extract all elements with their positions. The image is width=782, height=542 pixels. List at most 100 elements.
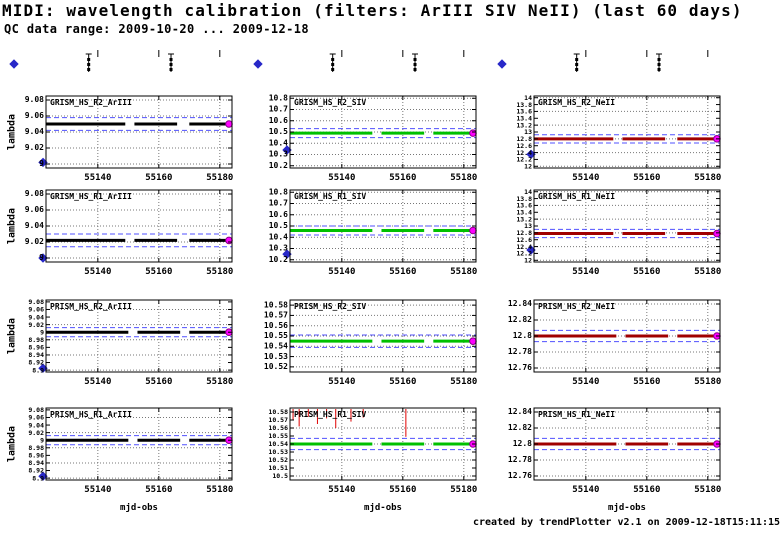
x-tick-label: 55180 — [694, 485, 721, 495]
epoch-point — [413, 68, 417, 71]
y-axis-label: lambda — [6, 317, 18, 355]
y-tick-label: 8.98 — [28, 444, 44, 452]
plot-title: GRISM_HS_R2_ArIII — [50, 98, 132, 107]
y-tick-label: 12.4 — [516, 149, 532, 157]
plot-title: PRISM_HS_R1_NeII — [538, 410, 615, 419]
y-tick-label: 13.6 — [516, 202, 532, 210]
y-tick-label: 13 — [524, 222, 532, 230]
chart-GRISM_HS_R2_NeII: 55140 55160 551801212.212.412.612.81313.21… — [516, 94, 721, 183]
chart-PRISM_HS_R2_ArIII: 55140 55160 551808.98.928.948.968.9899.029… — [28, 298, 233, 387]
y-tick-label: 10.54 — [264, 341, 288, 350]
y-tick-label: 9.06 — [25, 205, 44, 214]
y-tick-label: 9 — [39, 253, 44, 262]
y-tick-label: 13.6 — [516, 108, 532, 116]
y-tick-label: 13.8 — [516, 195, 532, 203]
epoch-strip-column — [253, 50, 465, 72]
x-axis-label: mjd-obs — [364, 503, 402, 513]
y-tick-label: 8.94 — [28, 459, 44, 467]
x-tick-label: 55160 — [145, 377, 172, 387]
plot-title: PRISM_HS_R2_NeII — [538, 302, 615, 311]
x-tick-label: 55140 — [84, 485, 111, 495]
x-axis-label: mjd-obs — [608, 503, 646, 513]
x-tick-label: 55160 — [389, 377, 416, 387]
x-tick-label: 55140 — [84, 377, 111, 387]
y-tick-label: 9.06 — [28, 414, 44, 422]
y-tick-label: 12 — [524, 256, 532, 264]
epoch-strip-column — [497, 50, 709, 72]
chart-PRISM_HS_R1_NeII: 55140 55160 55180 12.76 12.78 12.8 12.82 12.84 P… — [508, 407, 721, 495]
y-tick-label: 10.55 — [264, 331, 288, 340]
latest-point-marker — [225, 236, 233, 245]
y-tick-label: 10.8 — [269, 187, 288, 196]
y-tick-label: 12.8 — [513, 331, 532, 340]
epoch-point — [169, 68, 173, 71]
page-title: MIDI: wavelength calibration (filters: A… — [2, 1, 743, 20]
y-tick-label: 10.4 — [269, 232, 288, 241]
epoch-point — [657, 58, 661, 61]
y-tick-label: 9.04 — [25, 221, 44, 230]
y-tick-label: 12.84 — [508, 407, 532, 416]
chart-PRISM_HS_R2_NeII: 55140 55160 55180 12.76 12.78 12.8 12.82 12.84 P… — [508, 299, 721, 387]
qc-data-range: QC data range: 2009-10-20 ... 2009-12-18 — [4, 22, 309, 36]
y-tick-label: 13 — [524, 128, 532, 136]
epoch-point — [657, 68, 661, 71]
x-tick-label: 55180 — [694, 267, 721, 277]
plot-title: PRISM_HS_R1_ArIII — [50, 410, 132, 419]
y-tick-label: 9.04 — [28, 313, 44, 321]
y-tick-label: 10.56 — [268, 424, 288, 432]
y-tick-label: 9 — [40, 328, 44, 336]
latest-point-marker — [469, 129, 477, 137]
epoch-point — [169, 63, 173, 66]
plot-title: GRISM_HS_R1_ArIII — [50, 192, 132, 201]
y-tick-label: 10.57 — [264, 311, 288, 320]
y-tick-label: 8.98 — [28, 336, 44, 344]
x-tick-label: 55160 — [145, 267, 172, 277]
y-tick-label: 14 — [524, 188, 532, 196]
chart-GRISM_HS_R2_SIV: 55140 55160 55180 10.2 10.3 10.4 10.5 10.6 10.7 1… — [269, 93, 478, 183]
y-tick-label: 10.53 — [264, 352, 288, 361]
epoch-point — [657, 63, 661, 66]
y-tick-label: 10.4 — [269, 138, 288, 147]
chart-PRISM_HS_R1_SIV: 55140 55160 5518010.510.5110.5210.5310.541… — [268, 407, 477, 495]
y-tick-label: 12 — [524, 162, 532, 170]
chart-PRISM_HS_R1_ArIII: 55140 55160 551808.98.928.948.968.9899.029… — [28, 406, 233, 495]
y-tick-label: 14 — [524, 94, 532, 102]
x-tick-label: 55160 — [145, 173, 172, 183]
epoch-diamond-icon — [253, 59, 263, 69]
x-tick-label: 55180 — [694, 173, 721, 183]
y-tick-label: 9.02 — [25, 237, 44, 246]
latest-point-marker — [713, 229, 721, 238]
y-tick-label: 10.6 — [269, 116, 288, 125]
epoch-point — [87, 58, 91, 61]
y-tick-label: 8.92 — [28, 359, 44, 367]
y-tick-label: 9.04 — [25, 127, 44, 136]
y-tick-label: 8.94 — [28, 351, 44, 359]
y-axis-label: lambda — [6, 113, 18, 151]
x-tick-label: 55180 — [450, 485, 477, 495]
y-tick-label: 10.56 — [264, 321, 288, 330]
epoch-point — [575, 68, 579, 71]
y-tick-label: 8.9 — [32, 474, 44, 482]
plot-title: GRISM_HS_R1_SIV — [294, 192, 366, 201]
axis-box — [45, 407, 233, 481]
x-tick-label: 55140 — [84, 267, 111, 277]
y-tick-label: 12.76 — [508, 363, 532, 372]
plot-title: PRISM_HS_R2_SIV — [294, 302, 366, 311]
y-tick-label: 12.6 — [516, 236, 532, 244]
y-tick-label: 8.9 — [32, 366, 44, 374]
x-tick-label: 55180 — [206, 377, 233, 387]
x-tick-label: 55140 — [572, 267, 599, 277]
x-tick-label: 55160 — [633, 485, 660, 495]
y-tick-label: 10.53 — [268, 448, 288, 456]
x-tick-label: 55180 — [206, 173, 233, 183]
chart-GRISM_HS_R1_ArIII: 55140 55160 55180 9 9.02 9.04 9.06 9.08 GRISM_HS… — [25, 189, 234, 277]
x-tick-label: 55140 — [572, 485, 599, 495]
x-tick-label: 55160 — [389, 267, 416, 277]
y-tick-label: 10.2 — [269, 161, 288, 170]
plot-title: GRISM_HS_R2_NeII — [538, 98, 615, 107]
y-tick-label: 10.51 — [268, 464, 288, 472]
y-tick-label: 10.54 — [268, 440, 288, 448]
x-tick-label: 55140 — [328, 377, 355, 387]
x-tick-label: 55140 — [572, 173, 599, 183]
chart-GRISM_HS_R1_NeII: 55140 55160 551801212.212.412.612.81313.21… — [516, 188, 721, 277]
